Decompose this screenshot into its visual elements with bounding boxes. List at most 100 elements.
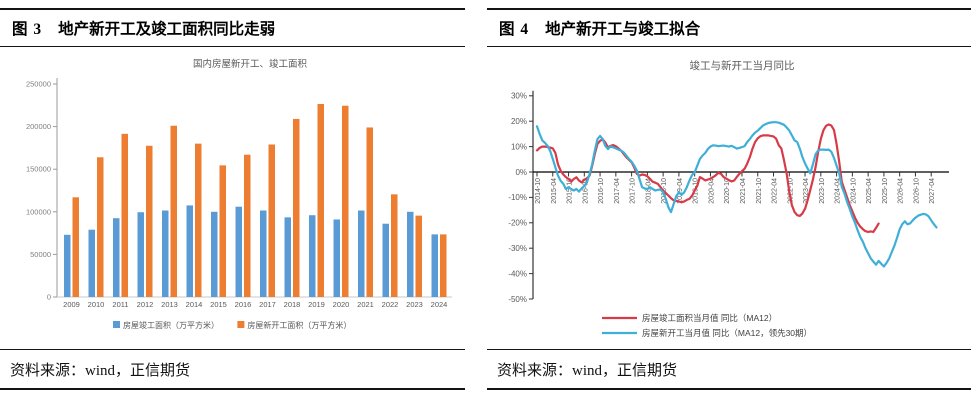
bar-new-start-area: [317, 104, 324, 297]
source-text: 资料来源：wind，正信期货: [497, 362, 678, 379]
bar-completed-area: [407, 211, 414, 297]
bar-new-start-area: [244, 154, 251, 297]
x-tick-label: 2016: [235, 300, 252, 309]
y-tick-label: -30%: [508, 244, 527, 253]
x-tick-label: 2024: [431, 300, 448, 309]
x-tick-label: 2012: [137, 300, 154, 309]
bar-new-start-area: [121, 133, 128, 297]
bar-completed-area: [113, 218, 120, 297]
source-text: 资料来源：wind，正信期货: [10, 362, 191, 379]
figure-3-header: 图 3 地产新开工及竣工面积同比走弱: [0, 8, 465, 47]
bar-completed-area: [235, 206, 242, 297]
y-tick-label: 0%: [515, 168, 527, 177]
x-tick-label: 2009: [63, 300, 80, 309]
x-tick-label: 2022-10: [787, 178, 794, 204]
bar-new-start-area: [97, 157, 104, 297]
bar-completed-area: [211, 211, 218, 297]
y-tick-label: 200000: [26, 122, 51, 131]
bar-completed-area: [137, 212, 144, 297]
bar-completed-area: [186, 205, 193, 297]
new-start-yoy-line: [535, 121, 938, 268]
x-tick-label: 2019-10: [693, 178, 700, 204]
x-tick-label: 2014-10: [535, 178, 542, 204]
bar-new-start-area: [195, 143, 202, 297]
y-tick-label: 150000: [26, 165, 51, 174]
legend-item: 房屋新开工当月值 同比（MA12，领先30期）: [642, 328, 812, 338]
x-tick-label: 2015-04: [551, 178, 558, 204]
x-tick-label: 2021-10: [756, 178, 763, 204]
x-tick-label: 2026-04: [898, 178, 905, 204]
figure-3-label: 图 3: [12, 21, 43, 38]
y-tick-label: -40%: [508, 269, 527, 278]
y-tick-label: 250000: [26, 80, 51, 89]
report-figures-row: 图 3 地产新开工及竣工面积同比走弱 国内房屋新开工、竣工面积 0 50000 100…: [0, 8, 971, 390]
y-tick-label: 10%: [511, 142, 527, 151]
bar-new-start-area: [391, 194, 398, 297]
x-tick-label: 2025-10: [882, 178, 889, 204]
bar-new-start-area: [342, 105, 349, 297]
x-tick-label: 2022: [382, 300, 399, 309]
bar-completed-area: [358, 210, 365, 297]
legend-item: 房屋新开工面积（万平方米）: [247, 320, 351, 330]
x-tick-label: 2014: [186, 300, 203, 309]
legend-item: 房屋竣工面积（万平方米）: [123, 320, 219, 330]
bar-new-start-area: [415, 215, 422, 297]
x-tick-label: 2011: [112, 300, 128, 309]
bar-completed-area: [88, 229, 95, 297]
legend-item: 房屋竣工面积当月值 同比（MA12）: [642, 313, 777, 323]
figure-4-label: 图 4: [499, 21, 530, 38]
x-tick-label: 2021: [357, 300, 374, 309]
x-tick-label: 2018-04: [645, 178, 652, 204]
x-tick-label: 2027-04: [929, 178, 936, 204]
bar-new-start-area: [366, 127, 373, 298]
bar-completed-area: [333, 219, 340, 297]
figure-4-title: 地产新开工与竣工拟合: [545, 21, 701, 38]
y-tick-label: 30%: [511, 92, 527, 101]
figure-3-title: 地产新开工及竣工面积同比走弱: [58, 21, 276, 38]
x-tick-label: 2025-04: [866, 178, 873, 204]
chart-title: 国内房屋新开工、竣工面积: [193, 58, 308, 70]
x-tick-label: 2015: [210, 300, 227, 309]
x-tick-label: 2024-10: [850, 178, 857, 204]
legend-swatch: [237, 321, 245, 328]
bar-new-start-area: [293, 118, 300, 297]
bar-new-start-area: [170, 125, 177, 297]
housing-starts-completions-bar-chart: 国内房屋新开工、竣工面积 0 50000 100000 150000 200000 2500…: [26, 58, 452, 330]
y-tick-label: -50%: [508, 295, 527, 304]
y-tick-label: 100000: [26, 207, 51, 216]
x-tick-label: 2020-10: [724, 178, 731, 204]
bar-new-start-area: [219, 165, 226, 297]
x-tick-label: 2016-04: [582, 178, 589, 204]
x-tick-label: 2015-10: [567, 178, 574, 204]
x-tick-label: 2017: [259, 300, 276, 309]
y-tick-label: -20%: [508, 219, 527, 228]
x-tick-label: 2018: [284, 300, 301, 309]
completion-vs-newstart-yoy-line-chart: 竣工与新开工当月同比 30% 20% 10% 0% -10% -20% -30% -40% -50…: [508, 59, 949, 338]
x-tick-label: 2021-04: [740, 178, 747, 204]
legend-swatch: [113, 321, 120, 328]
y-tick-label: 20%: [511, 117, 527, 126]
y-tick-label: 0: [47, 293, 51, 302]
figure-4-panel: 图 4 地产新开工与竣工拟合 竣工与新开工当月同比 30% 20% 10% 0% -10%…: [487, 8, 971, 390]
bar-completed-area: [64, 234, 71, 297]
chart-title: 竣工与新开工当月同比: [690, 59, 795, 72]
x-tick-label: 2019-04: [677, 178, 684, 204]
bar-new-start-area: [268, 144, 275, 297]
bar-completed-area: [382, 223, 389, 297]
bar-completed-area: [162, 210, 169, 297]
bar-completed-area: [431, 234, 438, 297]
figure-4-chart-region: 竣工与新开工当月同比 30% 20% 10% 0% -10% -20% -30% -40% -50…: [487, 47, 971, 349]
x-tick-label: 2024-04: [835, 178, 842, 204]
x-tick-label: 2020-04: [708, 178, 715, 204]
y-tick-label: -10%: [508, 193, 527, 202]
x-tick-label: 2022-04: [772, 178, 779, 204]
x-tick-label: 2013: [161, 300, 178, 309]
x-tick-label: 2017-04: [614, 178, 621, 204]
x-tick-label: 2023: [406, 300, 423, 309]
figure-3-source: 资料来源：wind，正信期货: [0, 349, 465, 390]
x-tick-label: 2016-10: [598, 178, 605, 204]
figure-3-chart-region: 国内房屋新开工、竣工面积 0 50000 100000 150000 200000 2500…: [0, 47, 465, 349]
bar-new-start-area: [72, 197, 79, 297]
x-tick-label: 2020: [333, 300, 350, 309]
figure-4-source: 资料来源：wind，正信期货: [487, 349, 971, 390]
